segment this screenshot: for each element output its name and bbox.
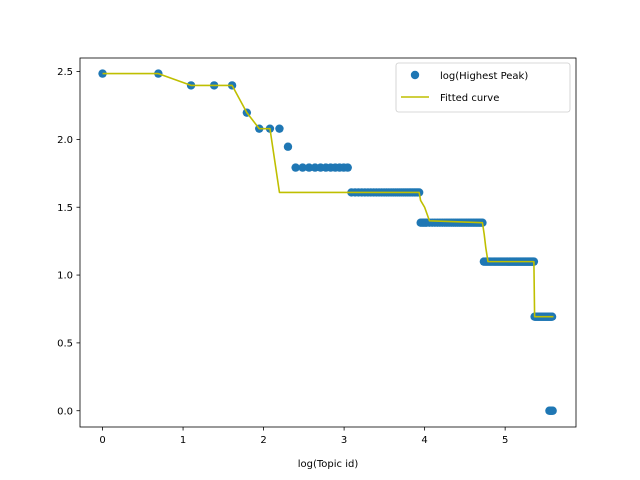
y-tick-label: 1.0 <box>57 271 73 282</box>
data-point <box>275 124 284 133</box>
x-tick-label: 1 <box>180 435 186 446</box>
axes-frame <box>79 57 577 428</box>
legend-box <box>395 62 571 113</box>
legend-label-scatter: log(Highest Peak) <box>440 71 528 82</box>
legend-label-line: Fitted curve <box>440 93 499 104</box>
x-tick-label: 0 <box>99 435 105 446</box>
fitted-curve-line <box>102 72 554 318</box>
data-point <box>291 163 300 172</box>
data-point <box>343 163 352 172</box>
legend: log(Highest Peak) Fitted curve <box>395 62 571 113</box>
x-tick-label: 2 <box>260 435 266 446</box>
x-tick-label: 5 <box>502 435 508 446</box>
y-tick-label: 2.0 <box>57 135 73 146</box>
data-point <box>298 163 307 172</box>
plot-area <box>98 69 557 415</box>
y-tick-label: 0.0 <box>57 406 73 417</box>
legend-marker-scatter <box>410 70 420 80</box>
x-tick-label: 4 <box>421 435 427 446</box>
data-point <box>548 406 557 415</box>
y-tick-label: 2.5 <box>57 67 73 78</box>
axes: 0 1 2 3 4 5 0.0 0.5 1.0 1.5 2.0 2.5 <box>57 57 577 446</box>
x-tick-label: 3 <box>341 435 347 446</box>
y-tick-label: 1.5 <box>57 203 73 214</box>
data-point <box>283 142 293 151</box>
data-point <box>304 163 314 172</box>
x-axis-label: log(Topic id) <box>298 459 359 470</box>
y-tick-label: 0.5 <box>57 338 73 349</box>
